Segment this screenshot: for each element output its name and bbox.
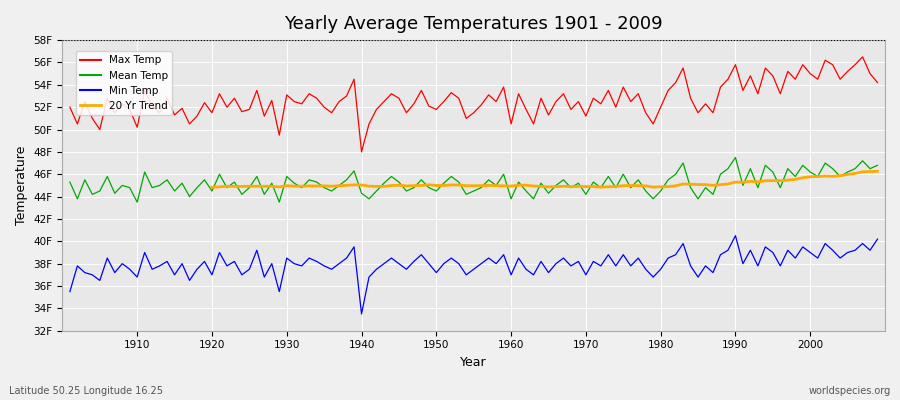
X-axis label: Year: Year: [461, 356, 487, 369]
Text: Latitude 50.25 Longitude 16.25: Latitude 50.25 Longitude 16.25: [9, 386, 163, 396]
Y-axis label: Temperature: Temperature: [15, 146, 28, 225]
Legend: Max Temp, Mean Temp, Min Temp, 20 Yr Trend: Max Temp, Mean Temp, Min Temp, 20 Yr Tre…: [76, 51, 173, 115]
Text: worldspecies.org: worldspecies.org: [809, 386, 891, 396]
Title: Yearly Average Temperatures 1901 - 2009: Yearly Average Temperatures 1901 - 2009: [284, 15, 663, 33]
